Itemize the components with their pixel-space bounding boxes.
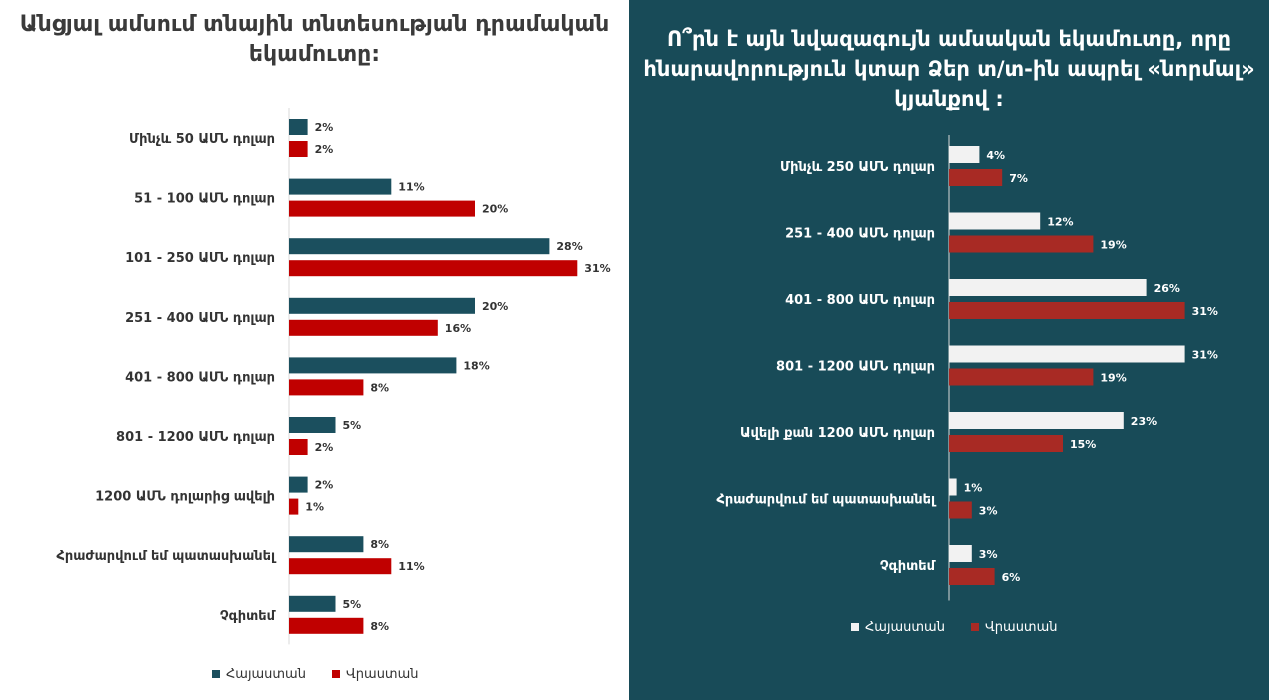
data-label: 6% [1002,571,1021,584]
category-label: Հրաժարվում եմ պատասխանել [716,493,937,508]
data-label: 11% [398,560,424,573]
category-label: 401 - 800 ԱՄՆ դոլար [785,293,935,308]
legend-swatch [332,670,340,678]
bar-georgia [949,302,1185,319]
bar-georgia [289,200,475,217]
data-label: 3% [979,548,998,561]
category-label: Չգիտեմ [880,559,937,574]
category-label: Ավելի քան 1200 ԱՄՆ դոլար [740,426,935,441]
data-label: 4% [986,149,1005,162]
right-chart: Մինչև 250 ԱՄՆ դոլար 4% 7% 251 - 400 ԱՄՆ դոլ… [716,135,1218,635]
data-label: 1% [964,482,983,495]
data-label: 7% [1009,172,1028,185]
category-label: 801 - 1200 ԱՄՆ դոլար [776,360,935,375]
data-label: 3% [979,505,998,518]
left-panel: Անցյալ ամսում տնային տնտեսության դրամակա… [0,0,629,700]
legend-swatch [971,623,979,631]
data-label: 8% [370,381,389,394]
bar-georgia [289,260,578,277]
bar-georgia [289,498,299,515]
data-label: 1% [305,501,324,514]
bar-armenia [289,119,308,135]
bar-armenia [949,545,972,562]
category-label: Մինչև 250 ԱՄՆ դոլար [780,160,935,175]
data-label: 2% [315,143,334,156]
bar-armenia [289,238,550,255]
category-label: 51 - 100 ԱՄՆ դոլար [134,192,275,207]
category-label: 401 - 800 ԱՄՆ դոլար [125,370,275,385]
bar-georgia [949,235,1094,253]
legend-label: Հայաստան [865,620,945,635]
bar-armenia [949,146,980,163]
category-label: 251 - 400 ԱՄՆ դոլար [125,311,275,326]
data-label: 5% [343,598,362,611]
data-label: 2% [315,479,334,492]
data-label: 2% [315,441,334,454]
bar-armenia [949,412,1124,429]
data-label: 11% [398,181,424,194]
legend-label: Վրաստան [346,667,419,682]
data-label: 31% [1192,349,1218,362]
bar-armenia [949,279,1147,296]
category-label: Չգիտեմ [220,609,277,624]
bar-georgia [289,558,392,575]
bar-georgia [949,368,1094,386]
bar-georgia [949,435,1063,452]
data-label: 12% [1047,216,1073,229]
data-label: 19% [1100,239,1126,252]
bar-armenia [289,297,475,314]
category-label: Հրաժարվում եմ պատասխանել [56,549,277,564]
data-label: 28% [556,240,582,253]
bar-armenia [289,536,364,553]
data-label: 15% [1070,438,1096,451]
data-label: 16% [445,322,471,335]
data-label: 20% [482,300,508,313]
left-chart-title: Անցյալ ամսում տնային տնտեսության դրամակա… [19,12,610,67]
bar-georgia [949,568,995,585]
category-label: 101 - 250 ԱՄՆ դոլար [125,251,275,266]
category-label: 1200 ԱՄՆ դոլարից ավելի [95,490,275,505]
legend-label: Հայաստան [226,667,306,682]
bar-georgia [289,379,364,396]
bar-armenia [949,212,1041,230]
data-label: 8% [370,538,389,551]
bar-georgia [289,617,364,634]
bar-georgia [289,141,308,157]
data-label: 8% [370,620,389,633]
right-panel: Ո՞րն է այն նվազագույն ամսական եկամուտը, … [629,0,1269,700]
bar-armenia [289,476,308,493]
data-label: 31% [584,262,610,275]
data-label: 23% [1131,415,1157,428]
bar-georgia [289,319,438,336]
category-label: 801 - 1200 ԱՄՆ դոլար [116,430,275,445]
data-label: 26% [1154,282,1180,295]
bar-georgia [949,169,1003,186]
left-chart: Մինչև 50 ԱՄՆ դոլար 2% 2% 51 - 100 ԱՄՆ դոլար… [56,108,611,682]
bar-armenia [289,595,336,612]
data-label: 19% [1100,372,1126,385]
right-chart-title: Ո՞րն է այն նվազագույն ամսական եկամուտը, … [643,27,1255,111]
data-label: 18% [463,359,489,372]
bar-armenia [289,357,457,374]
data-label: 31% [1192,305,1218,318]
bar-armenia [949,345,1185,363]
category-label: Մինչև 50 ԱՄՆ դոլար [129,132,275,147]
data-label: 20% [482,203,508,216]
category-label: 251 - 400 ԱՄՆ դոլար [785,227,935,242]
legend-label: Վրաստան [985,620,1058,635]
bar-armenia [949,478,957,496]
legend-swatch [851,623,859,631]
bar-georgia [289,439,308,455]
bar-armenia [289,178,392,195]
data-label: 5% [343,419,362,432]
bar-georgia [949,501,972,519]
bar-armenia [289,417,336,433]
data-label: 2% [315,121,334,134]
legend-swatch [212,670,220,678]
